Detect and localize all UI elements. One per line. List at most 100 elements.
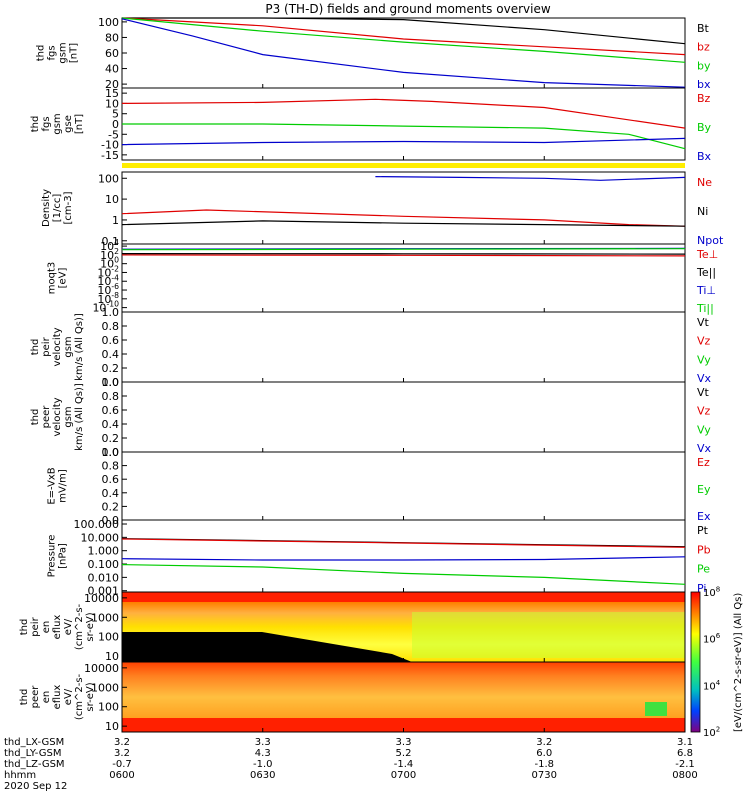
- y-tick-label: 1: [112, 214, 119, 227]
- x-tick-value: 0630: [250, 770, 275, 781]
- y-tick-label: 5: [112, 108, 119, 121]
- x-tick-value: 3.2: [114, 748, 130, 759]
- y-tick-label: 10: [105, 650, 119, 663]
- y-axis-label: eflux: [52, 615, 63, 640]
- y-tick-label: 0.0: [102, 514, 120, 527]
- series-line-Pe: [121, 564, 686, 585]
- legend-Ne: Ne: [697, 176, 712, 189]
- y-tick-label: 10-4: [97, 273, 119, 288]
- y-tick-label: 100.000: [74, 518, 120, 531]
- legend-Ez: Ez: [697, 456, 710, 469]
- series-line-Ni: [121, 220, 686, 227]
- x-tick-value: 5.2: [396, 748, 412, 759]
- y-tick-label: 0.1: [102, 235, 120, 248]
- series-line-Bt: [122, 17, 686, 45]
- x-tick-value: 4.3: [255, 748, 271, 759]
- legend-Vt: Vt: [697, 316, 710, 329]
- y-tick-label: 1.000: [88, 545, 120, 558]
- y-tick-label: 10-6: [97, 282, 119, 297]
- y-axis-label: sr-eV): [85, 682, 96, 711]
- y-tick-label: 10000: [84, 662, 119, 675]
- y-tick-label: 0.0: [102, 446, 120, 459]
- y-tick-label: -5: [108, 128, 119, 141]
- x-tick-value: 3.3: [255, 737, 271, 748]
- x-tick-value: -2.1: [675, 759, 695, 770]
- legend-Vt: Vt: [697, 386, 710, 399]
- legend-Npot: Npot: [697, 234, 724, 247]
- y-axis-label: eflux: [52, 685, 63, 710]
- legend-Ni: Ni: [697, 205, 708, 218]
- legend-Pi: Pi: [697, 582, 706, 595]
- legend-Vy: Vy: [697, 353, 711, 366]
- y-tick-label: 0.0: [102, 376, 120, 389]
- x-tick-value: -1.4: [394, 759, 414, 770]
- panel-frame: [121, 381, 686, 453]
- panel-2: 100 10 1 0.1 Density [1/cc] [cm-3] Ne Ni Npot: [41, 171, 724, 248]
- series-line-bx: [121, 18, 686, 88]
- legend-Ti⊥: Ti⊥: [696, 284, 716, 297]
- y-tick-label: 0.6: [102, 334, 120, 347]
- x-tick-value: 0600: [109, 770, 134, 781]
- y-tick-label: 60: [105, 47, 119, 60]
- y-tick-label: 1.0: [102, 376, 120, 389]
- y-axis-label: [nT]: [69, 43, 80, 63]
- y-axis-label: thd: [19, 689, 30, 706]
- y-tick-label: 10: [105, 97, 119, 110]
- y-axis-label: gsm: [63, 336, 74, 357]
- y-tick-label: 10: [105, 193, 119, 206]
- y-axis-label: [eV]: [58, 268, 69, 289]
- x-tick-value: -0.7: [112, 759, 132, 770]
- y-axis-label: fgs: [41, 116, 52, 131]
- y-axis-label: eV/: [63, 618, 74, 635]
- colorbar-tick: 104: [703, 679, 721, 693]
- y-tick-label: 0.001: [88, 585, 120, 598]
- y-tick-label: 100: [98, 631, 119, 644]
- legend-Bt: Bt: [697, 22, 710, 35]
- series-line-bz: [121, 17, 686, 56]
- legend-Bx: Bx: [697, 150, 712, 163]
- y-axis-label: km/s (All Qs)]: [74, 383, 85, 451]
- y-tick-label: 10-8: [97, 291, 119, 306]
- y-tick-label: 1000: [91, 681, 119, 694]
- y-axis-label: moqt3: [47, 262, 58, 295]
- x-row-label: thd_LY-GSM: [4, 748, 61, 759]
- y-axis-label: eV/: [63, 688, 74, 705]
- y-axis-label: en: [41, 691, 52, 704]
- y-axis-label: gse: [63, 115, 74, 133]
- y-tick-label: 40: [105, 63, 119, 76]
- legend-Vx: Vx: [697, 372, 712, 385]
- y-tick-label: 10-2: [97, 265, 119, 280]
- y-tick-label: 1.0: [102, 306, 120, 319]
- y-axis-label: thd: [19, 619, 30, 636]
- legend-Te||: Te||: [696, 266, 716, 279]
- series-line-Te||: [121, 253, 686, 255]
- legend-Pb: Pb: [697, 543, 711, 556]
- x-tick-value: 3.1: [677, 737, 693, 748]
- colorbar-tick: 108: [703, 586, 720, 600]
- panel-frame: [121, 519, 686, 593]
- spectrogram-top: [122, 592, 685, 602]
- y-axis-label: thd: [30, 409, 41, 426]
- y-tick-label: 10000: [84, 592, 119, 605]
- y-axis-label: gsm: [58, 42, 69, 63]
- panel-frame: [121, 17, 686, 89]
- y-axis-label: [cm-3]: [63, 191, 74, 224]
- panel-9: 10000 1000 100 10 thd peer en eflux eV/(cm^2-s-s…: [19, 661, 686, 733]
- y-axis-label: thd: [36, 45, 47, 62]
- series-line-Pb: [121, 538, 686, 548]
- y-tick-label: 10: [105, 720, 119, 733]
- legend-Vx: Vx: [697, 442, 712, 455]
- y-axis-label: thd: [30, 339, 41, 356]
- series-line-Pi: [121, 556, 686, 561]
- spectrogram-spot: [645, 702, 667, 716]
- legend-Te⊥: Te⊥: [696, 248, 718, 261]
- legend-Ti||: Ti||: [696, 302, 714, 315]
- y-tick-label: 1.0: [102, 446, 120, 459]
- y-tick-label: 1000: [91, 611, 119, 624]
- y-axis-label: velocity: [52, 327, 63, 366]
- x-tick-value: 0800: [672, 770, 697, 781]
